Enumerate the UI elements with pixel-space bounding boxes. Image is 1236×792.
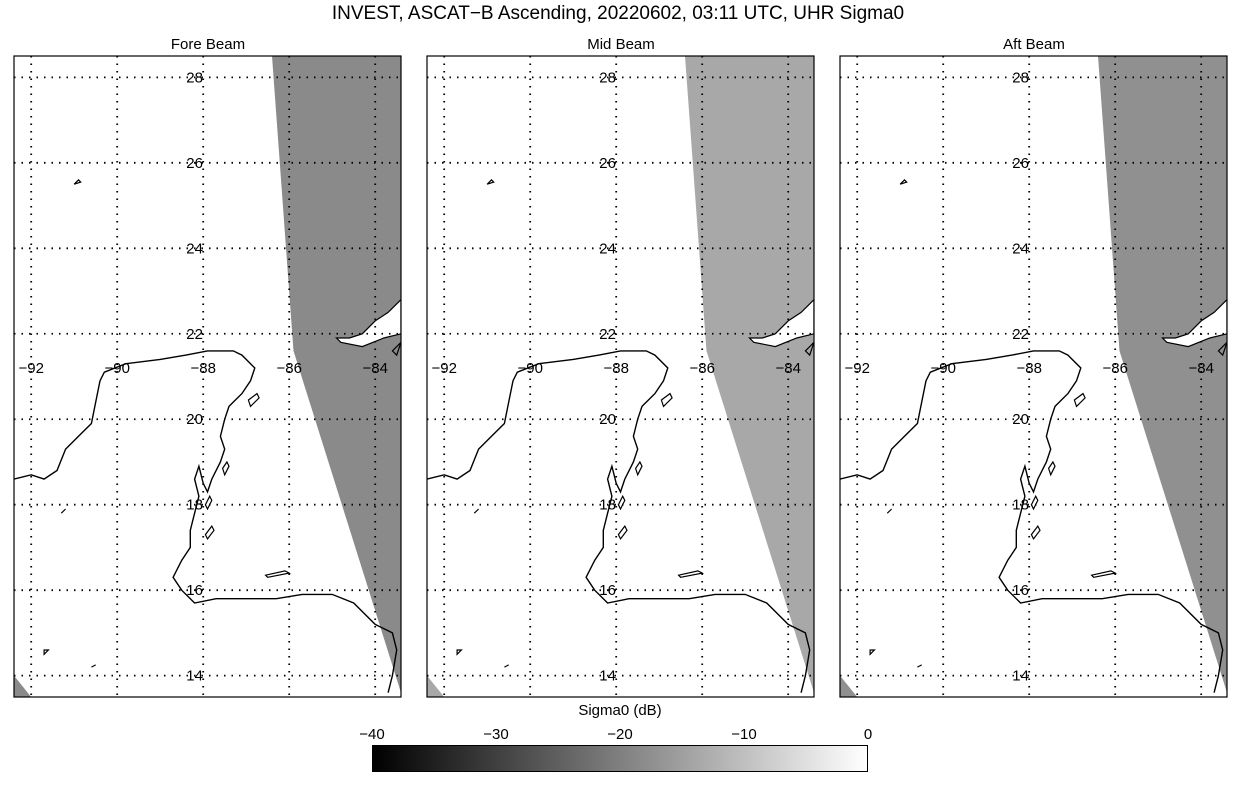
coastline-island [204,524,215,541]
satellite-swath [272,56,401,693]
coastline-yucatan [14,350,398,693]
lat-tick-label: 20 [1012,411,1029,428]
coastline-island [677,570,705,578]
lon-tick-label: −84 [362,360,387,377]
satellite-swath [1098,56,1227,693]
coastline-island [1030,524,1041,541]
coastline-island [221,460,230,477]
coastline-island [43,649,50,656]
colorbar-tick-label: −10 [731,726,757,743]
coastline-yucatan [840,350,1224,693]
lat-tick-label: 18 [1012,497,1029,514]
lat-tick-label: 14 [186,668,203,685]
map-panel-fore: −92 −90 −88 −86 −84 14 16 18 20 22 24 26 28 [13,55,402,698]
coastline-island [1047,460,1056,477]
lat-tick-label: 16 [1012,582,1029,599]
coastline-island [804,341,814,357]
coastline-island [264,570,292,578]
lon-tick-label: −84 [1188,360,1213,377]
coastline-cuba [335,298,401,348]
lon-tick-label: −90 [930,360,955,377]
lat-tick-label: 16 [599,582,616,599]
colorbar-tick-label: −20 [607,726,633,743]
coastline-island [617,524,628,541]
swath-corner [427,675,445,697]
swath-corner [14,675,32,697]
coastline-island [60,508,67,514]
map-panel-aft: −92 −90 −88 −86 −84 14 16 18 20 22 24 26 28 [839,55,1228,698]
coastline-island [73,179,82,185]
lon-tick-label: −88 [190,360,215,377]
map-panel-mid: −92 −90 −88 −86 −84 14 16 18 20 22 24 26 28 [426,55,815,698]
lat-tick-label: 26 [599,155,616,172]
coastline-island [504,664,509,668]
lat-tick-label: 20 [186,411,203,428]
lon-tick-label: −88 [603,360,628,377]
colorbar-tick-label: −40 [359,726,385,743]
lat-tick-label: 22 [186,326,203,343]
lat-tick-label: 14 [1012,668,1029,685]
lat-tick-label: 14 [599,668,616,685]
panel-title-fore-beam: Fore Beam [170,36,246,53]
lon-tick-label: −90 [104,360,129,377]
colorbar-gradient [372,745,868,772]
lat-tick-label: 24 [1012,240,1029,257]
colorbar-label: Sigma0 (dB) [578,702,662,719]
coastline-island [247,392,260,408]
panel-title-mid-beam: Mid Beam [587,36,655,53]
lat-tick-label: 18 [186,497,203,514]
lat-tick-label: 20 [599,411,616,428]
coastline-island [899,179,908,185]
colorbar-tick-label: 0 [863,726,873,743]
lon-tick-label: −90 [517,360,542,377]
figure-title: INVEST, ASCAT−B Ascending, 20220602, 03:… [331,3,905,24]
coastline-island [1090,570,1118,578]
lon-tick-label: −88 [1016,360,1041,377]
coastline-island [1217,341,1227,357]
coastline-island [917,664,922,668]
coastline-island [391,341,401,357]
coastline-island [486,179,495,185]
lat-tick-label: 28 [186,69,203,86]
coastline-island [634,460,643,477]
coastline-island [617,494,626,511]
coastline-cuba [1161,298,1227,348]
lon-tick-label: −86 [276,360,301,377]
map-frame [13,55,402,698]
coastline-island [869,649,876,656]
coastline-island [660,392,673,408]
coastline-island [473,508,480,514]
lon-tick-label: −92 [18,360,43,377]
colorbar-tick-label: −30 [483,726,509,743]
coastline-island [91,664,96,668]
map-frame [426,55,815,698]
coastline-island [1030,494,1039,511]
lon-tick-label: −92 [431,360,456,377]
panel-title-aft-beam: Aft Beam [1003,36,1065,53]
map-frame [839,55,1228,698]
coastline-yucatan [427,350,811,693]
lat-tick-label: 22 [599,326,616,343]
swath-corner [840,675,858,697]
lat-tick-label: 26 [186,155,203,172]
lon-tick-label: −92 [844,360,869,377]
coastline-island [886,508,893,514]
lon-tick-label: −86 [1102,360,1127,377]
lat-tick-label: 18 [599,497,616,514]
satellite-swath [685,56,814,693]
lon-tick-label: −86 [689,360,714,377]
lat-tick-label: 22 [1012,326,1029,343]
lat-tick-label: 28 [599,69,616,86]
lat-tick-label: 28 [1012,69,1029,86]
lat-tick-label: 24 [599,240,616,257]
coastline-island [456,649,463,656]
lat-tick-label: 26 [1012,155,1029,172]
coastline-cuba [748,298,814,348]
lon-tick-label: −84 [775,360,800,377]
coastline-island [204,494,213,511]
lat-tick-label: 24 [186,240,203,257]
lat-tick-label: 16 [186,582,203,599]
coastline-island [1073,392,1086,408]
